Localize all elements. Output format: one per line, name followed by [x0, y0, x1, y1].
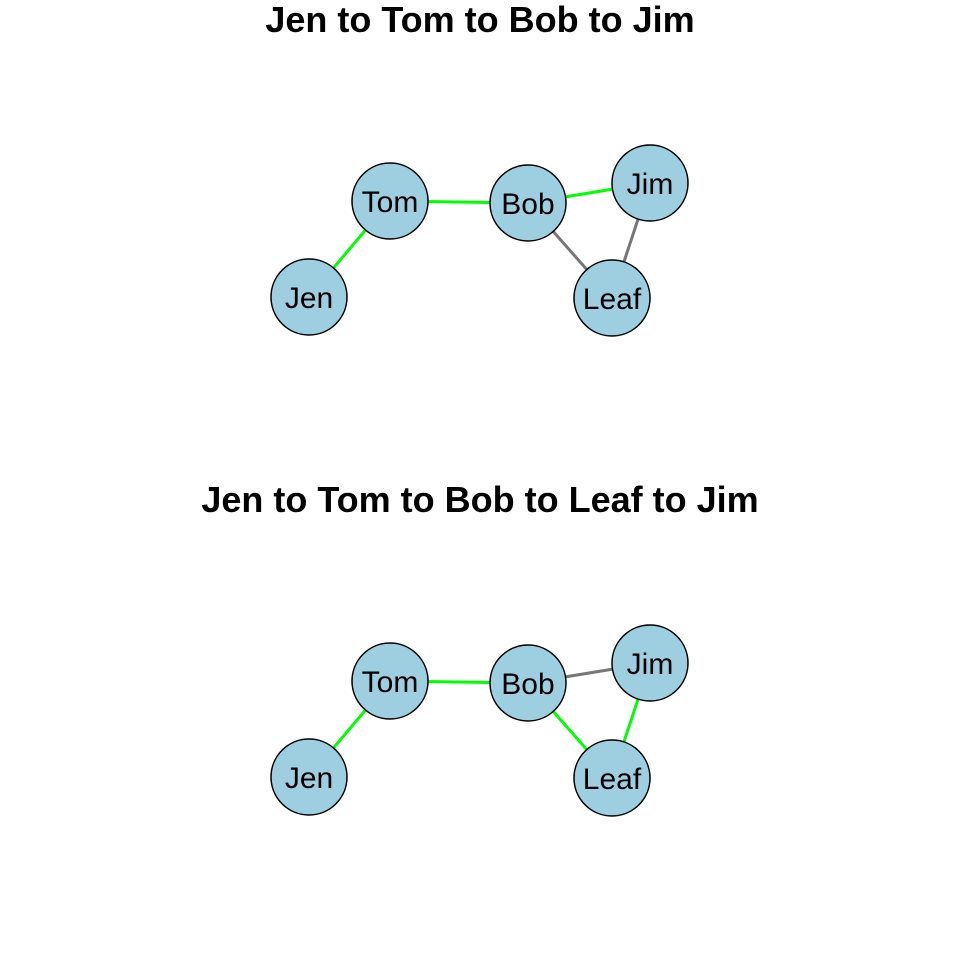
graph-panel-top: Jen to Tom to Bob to Jim Tom Bob Jim Jen Lea…: [265, 0, 695, 337]
node-circle: [351, 642, 429, 720]
node-circle: [351, 162, 429, 240]
node-jen: Jen: [270, 738, 348, 816]
network-graph: Tom Bob Jim Jen Leaf: [270, 144, 689, 337]
node-circle: [489, 644, 567, 722]
panel-title: Jen to Tom to Bob to Leaf to Jim: [201, 479, 759, 520]
nodes: Tom Bob Jim Jen Leaf: [270, 144, 689, 337]
node-tom: Tom: [351, 162, 429, 240]
node-tom: Tom: [351, 642, 429, 720]
node-label: Tom: [362, 666, 419, 699]
node-circle: [573, 739, 651, 817]
node-jen: Jen: [270, 258, 348, 336]
node-label: Jim: [627, 168, 674, 201]
node-label: Tom: [362, 186, 419, 219]
panel-title: Jen to Tom to Bob to Jim: [265, 0, 695, 40]
node-label: Bob: [501, 668, 554, 701]
node-circle: [489, 164, 567, 242]
node-circle: [270, 738, 348, 816]
node-circle: [270, 258, 348, 336]
node-bob: Bob: [489, 164, 567, 242]
node-label: Leaf: [583, 763, 642, 796]
node-jim: Jim: [611, 144, 689, 222]
node-circle: [573, 259, 651, 337]
node-label: Leaf: [583, 283, 642, 316]
nodes: Tom Bob Jim Jen Leaf: [270, 624, 689, 817]
node-bob: Bob: [489, 644, 567, 722]
node-leaf: Leaf: [573, 739, 651, 817]
node-leaf: Leaf: [573, 259, 651, 337]
graph-panel-bottom: Jen to Tom to Bob to Leaf to Jim Tom Bob J…: [0, 480, 960, 960]
node-circle: [611, 624, 689, 702]
network-graph: Tom Bob Jim Jen Leaf: [270, 624, 689, 817]
node-jim: Jim: [611, 624, 689, 702]
node-label: Jen: [285, 282, 333, 315]
node-label: Bob: [501, 188, 554, 221]
node-label: Jim: [627, 648, 674, 681]
node-circle: [611, 144, 689, 222]
node-label: Jen: [285, 762, 333, 795]
